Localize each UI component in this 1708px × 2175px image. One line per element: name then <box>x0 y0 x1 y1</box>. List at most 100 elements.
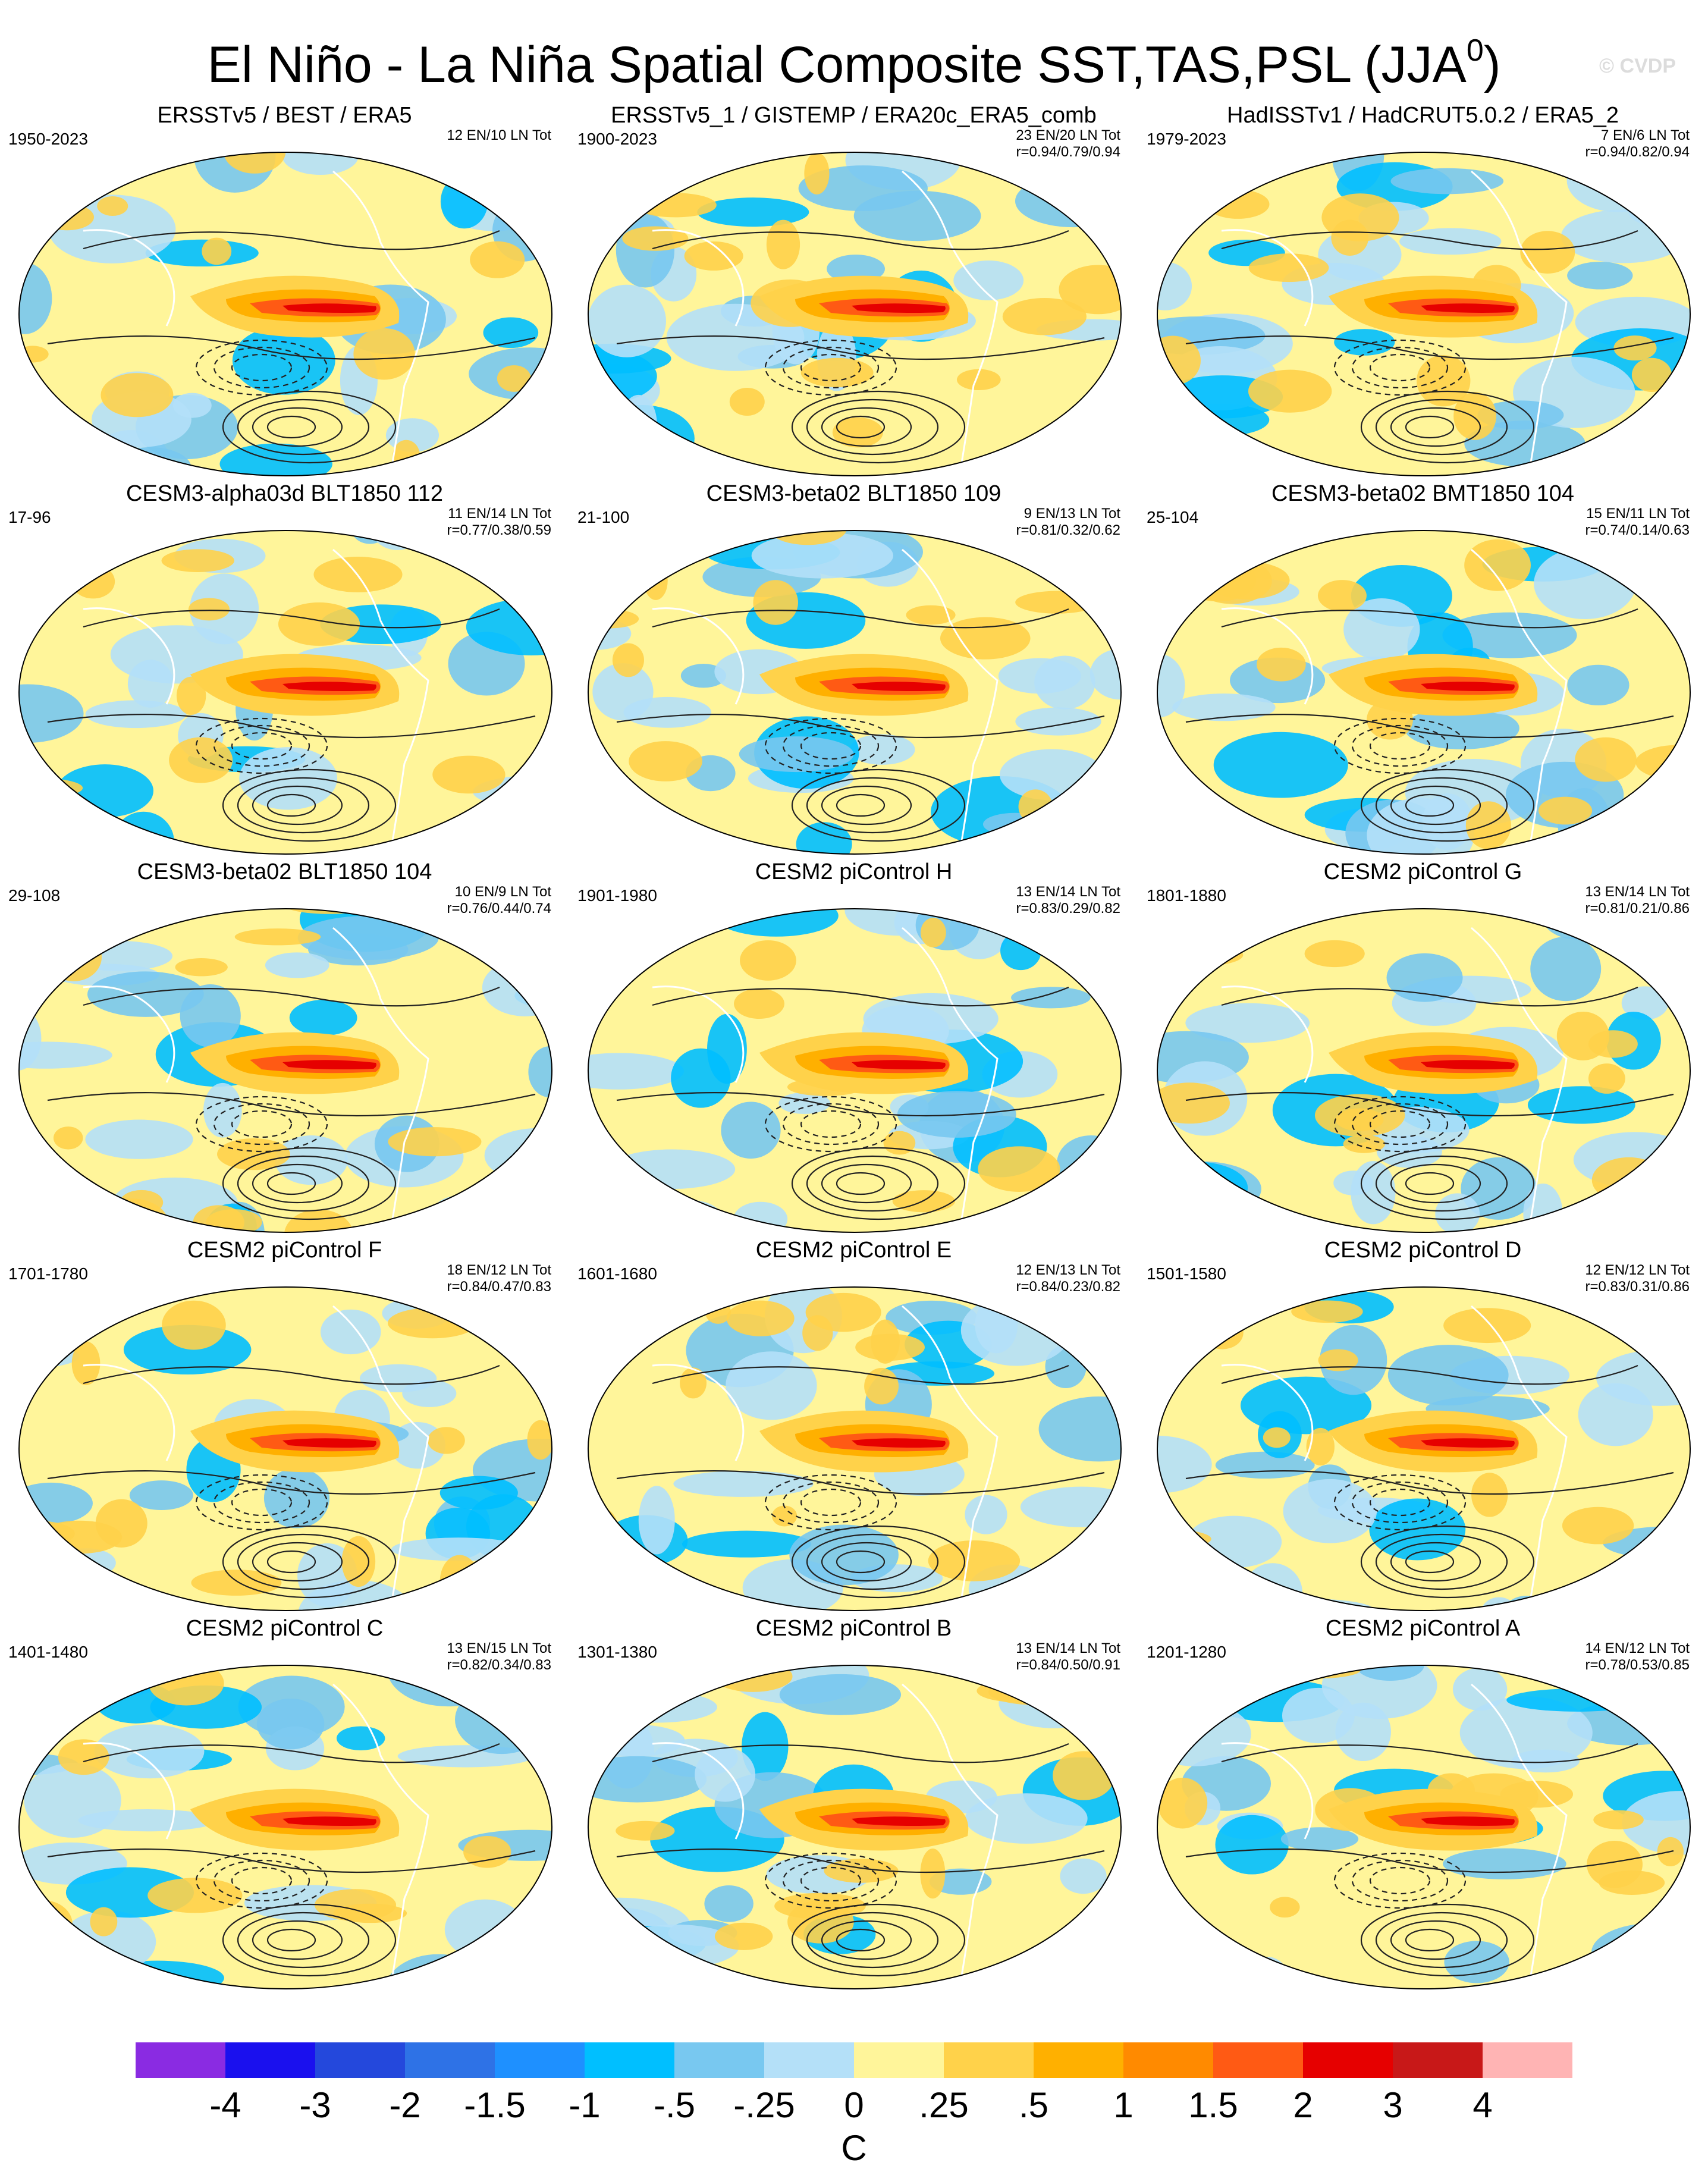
colorbar-box <box>1123 2042 1213 2078</box>
warm-anomaly-patch <box>1575 737 1637 782</box>
pattern-correlation: r=0.77/0.38/0.59 <box>447 522 551 538</box>
psl-contour-negative <box>764 1474 897 1531</box>
pattern-correlation: r=0.81/0.32/0.62 <box>1016 522 1120 538</box>
cool-anomaly-patch <box>289 1000 357 1036</box>
psl-contour <box>1221 1743 1638 1763</box>
composite-map <box>18 1286 552 1611</box>
panel-period: 29-108 <box>8 886 61 905</box>
composite-map <box>18 908 552 1233</box>
warm-anomaly-patch <box>800 357 874 388</box>
warm-anomaly-patch <box>1336 1108 1384 1131</box>
map-border <box>18 530 552 855</box>
coastline <box>1221 229 1314 327</box>
psl-contour <box>836 415 886 439</box>
coastline <box>652 607 745 705</box>
panel-period: 1601-1680 <box>577 1264 657 1283</box>
psl-contour-negative <box>231 1488 293 1517</box>
cool-anomaly-patch <box>24 1763 121 1838</box>
psl-contour-negative <box>195 1096 328 1153</box>
warm-anomaly-patch <box>1157 1777 1208 1829</box>
panel-title: CESM2 piControl G <box>1323 859 1522 884</box>
psl-contour-negative <box>800 732 862 760</box>
colorbar-box <box>944 2042 1034 2078</box>
cool-anomaly-patch <box>616 213 675 288</box>
psl-contour-negative <box>195 339 328 396</box>
composite-map <box>1157 530 1691 855</box>
cool-anomaly-patch <box>1057 1135 1121 1191</box>
psl-contour-negative <box>195 1852 328 1909</box>
warm-anomaly-patch <box>1593 1810 1644 1829</box>
psl-contour-negative <box>1333 717 1467 774</box>
warm-anomaly-patch <box>883 1131 916 1155</box>
coastline <box>652 986 745 1083</box>
warm-anomaly-patch <box>161 549 234 572</box>
cool-anomaly-patch <box>697 197 809 227</box>
cool-anomaly-patch <box>19 684 84 743</box>
warm-anomaly-patch <box>804 152 830 194</box>
cool-anomaly-patch <box>588 1551 605 1590</box>
cool-anomaly-patch <box>453 448 552 476</box>
panel-counts: 23 EN/20 LN Tot r=0.94/0.79/0.94 <box>1016 127 1120 161</box>
warm-anomaly-patch <box>19 1900 41 1941</box>
cool-anomaly-patch <box>682 1530 812 1558</box>
psl-contour-negative <box>231 732 293 760</box>
cool-anomaly-patch <box>588 1565 695 1608</box>
psl-contour <box>616 714 1105 739</box>
cool-anomaly-patch <box>779 1674 902 1715</box>
panel-period: 1801-1880 <box>1147 886 1226 905</box>
coastline <box>83 1364 175 1461</box>
cool-anomaly-patch <box>1566 152 1670 212</box>
warm-anomaly-patch <box>1471 1473 1508 1517</box>
panel-title: CESM2 piControl H <box>755 859 953 884</box>
psl-contour <box>47 1848 536 1873</box>
panel-title: ERSSTv5_1 / GISTEMP / ERA20c_ERA5_comb <box>611 103 1097 128</box>
cool-anomaly-patch <box>721 1101 781 1159</box>
map-border <box>18 152 552 476</box>
coastline <box>1471 927 1568 1220</box>
psl-contour <box>1375 1912 1508 1969</box>
event-counts: 18 EN/12 LN Tot <box>447 1262 551 1278</box>
warm-anomaly-patch <box>1647 917 1690 935</box>
psl-contour <box>1375 1155 1508 1212</box>
cool-anomaly-patch <box>1157 1580 1271 1611</box>
warm-anomaly-patch <box>1317 580 1367 612</box>
map-panel: ERSSTv5 / BEST / ERA5 1950-2023 12 EN/10 L… <box>0 101 569 482</box>
warm-anomaly-patch <box>71 1341 101 1386</box>
colorbar-tick-label: 2 <box>1293 2085 1313 2125</box>
coastline <box>1471 170 1568 463</box>
psl-contour <box>652 1364 1069 1385</box>
cool-anomaly-patch <box>982 812 1047 836</box>
psl-contour <box>47 335 536 360</box>
cool-anomaly-patch <box>1215 1815 1289 1875</box>
warm-anomaly-patch <box>771 1505 798 1527</box>
colorbar-labels: -4 -3 -2 -1.5 -1 -.5 -.25 0 .25 .5 1 1.5 2 3 4 <box>0 2082 1708 2129</box>
warm-anomaly-patch <box>527 1420 552 1460</box>
cool-anomaly-patch <box>484 1676 552 1710</box>
warm-anomaly-patch <box>713 1665 793 1692</box>
warm-anomaly-patch <box>592 1315 642 1348</box>
warm-anomaly-patch <box>1015 591 1098 614</box>
warm-anomaly-patch <box>387 1307 478 1339</box>
panel-title: CESM2 piControl F <box>187 1238 382 1263</box>
warm-anomaly-patch <box>90 1907 118 1937</box>
colorbar-tick-label: -.25 <box>733 2085 795 2125</box>
warm-anomaly-patch <box>766 219 800 269</box>
warm-anomaly-patch <box>1161 1203 1251 1232</box>
colorbar-box <box>1393 2042 1483 2078</box>
cool-anomaly-patch <box>511 808 552 839</box>
warm-anomaly-patch <box>234 928 321 946</box>
psl-contours <box>616 1364 1105 1599</box>
event-counts: 13 EN/14 LN Tot <box>1585 884 1690 900</box>
cool-anomaly-patch <box>671 1048 731 1108</box>
panel-period: 1900-2023 <box>577 130 657 148</box>
psl-contour <box>806 398 939 456</box>
pattern-correlation: r=0.84/0.47/0.83 <box>447 1279 551 1295</box>
psl-contours <box>616 230 1105 464</box>
panel-counts: 13 EN/14 LN Tot r=0.83/0.29/0.82 <box>1016 884 1120 917</box>
colorbar-tick-label: -2 <box>389 2085 421 2125</box>
psl-contour <box>266 793 316 817</box>
psl-contour <box>616 335 1105 360</box>
psl-contour <box>1390 407 1481 447</box>
psl-contour-negative <box>782 1481 880 1524</box>
cool-anomaly-patch <box>336 1726 385 1751</box>
